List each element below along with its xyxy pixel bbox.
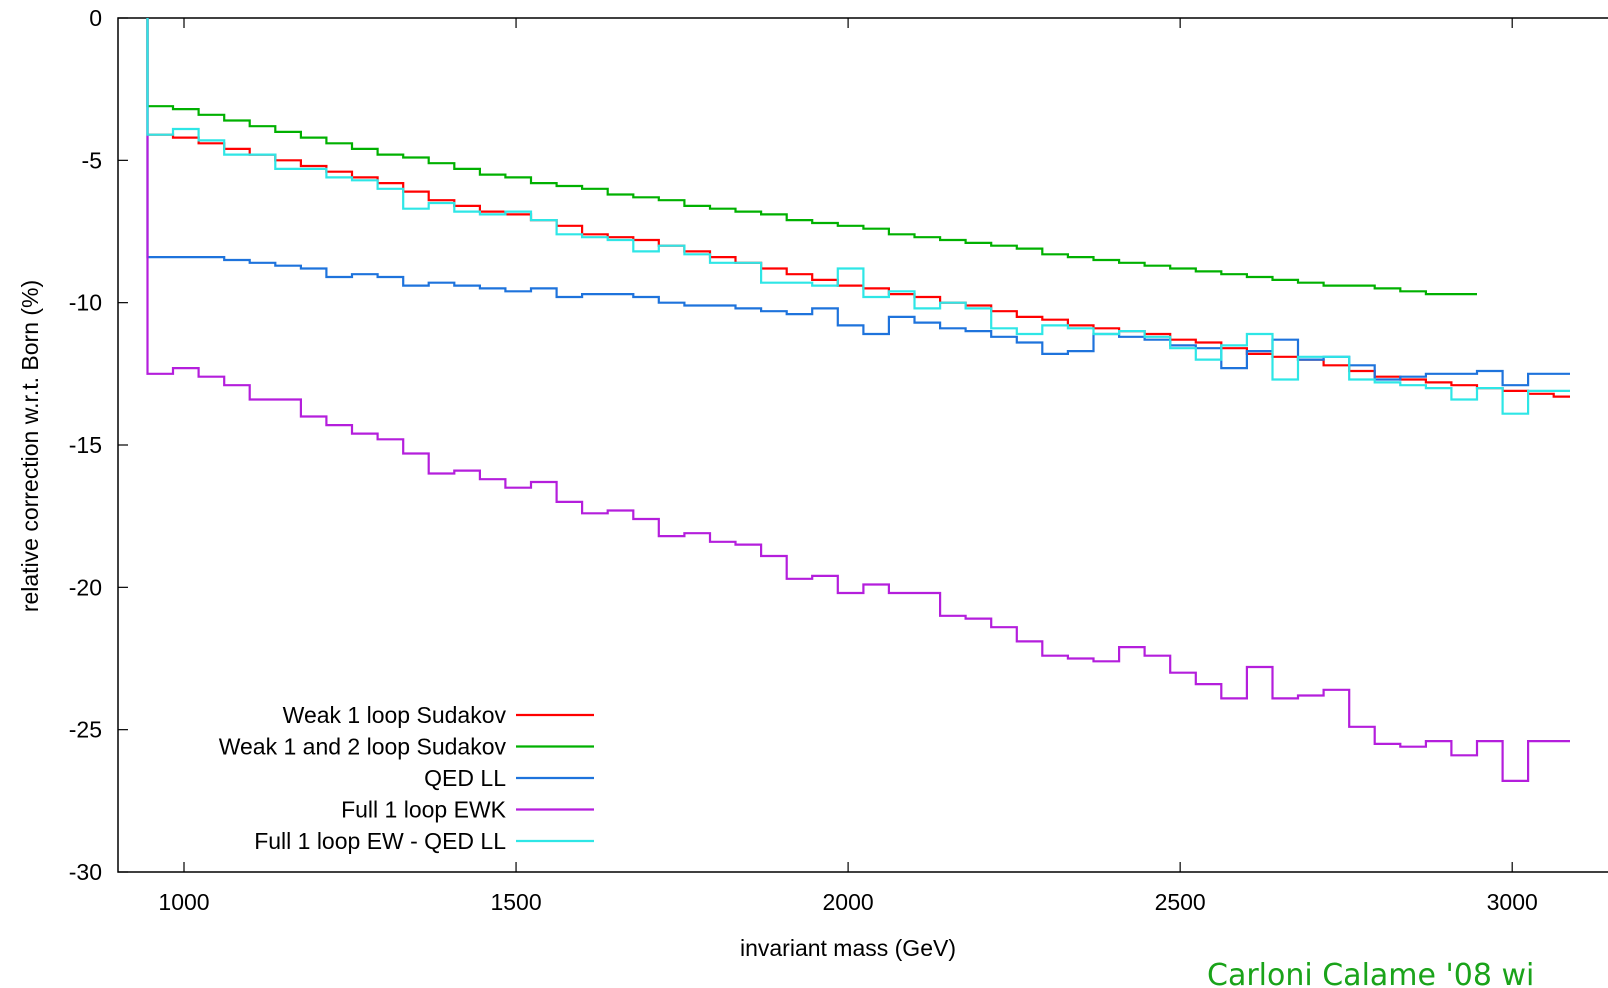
legend-label: Weak 1 and 2 loop Sudakov [219,734,507,760]
y-tick-label: -25 [69,717,102,743]
series-line-4 [148,18,1580,781]
y-tick-label: 0 [89,5,102,31]
legend-label: Full 1 loop EW - QED LL [254,828,506,854]
legend-label: QED LL [424,765,506,791]
legend-label: Weak 1 loop Sudakov [283,702,507,728]
legend: Weak 1 loop Sudakov Weak 1 and 2 loop Sud… [219,702,594,854]
x-tick-label: 1000 [158,889,209,915]
series-group [148,18,1580,781]
y-tick-label: -30 [69,859,102,885]
axis-tick-labels: 0 -5 -10 -15 -20 -25 -30 1000 1500 2000 2500 3000 [69,5,1538,915]
x-tick-label: 2500 [1155,889,1206,915]
series-line-3 [148,18,1580,385]
x-tick-label: 2000 [823,889,874,915]
x-tick-label: 1500 [490,889,541,915]
y-tick-label: -15 [69,432,102,458]
legend-label: Full 1 loop EWK [341,797,507,823]
series-line-1 [148,18,1580,397]
y-tick-label: -20 [69,574,102,600]
series-line-2 [148,18,1478,294]
y-tick-label: -5 [82,147,102,173]
x-axis-label: invariant mass (GeV) [740,935,956,961]
credit-text: Carloni Calame '08 wi [1207,958,1534,988]
y-axis-label: relative correction w.r.t. Born (%) [17,280,43,612]
x-tick-label: 3000 [1487,889,1538,915]
series-line-5 [148,18,1580,414]
y-tick-label: -10 [69,290,102,316]
